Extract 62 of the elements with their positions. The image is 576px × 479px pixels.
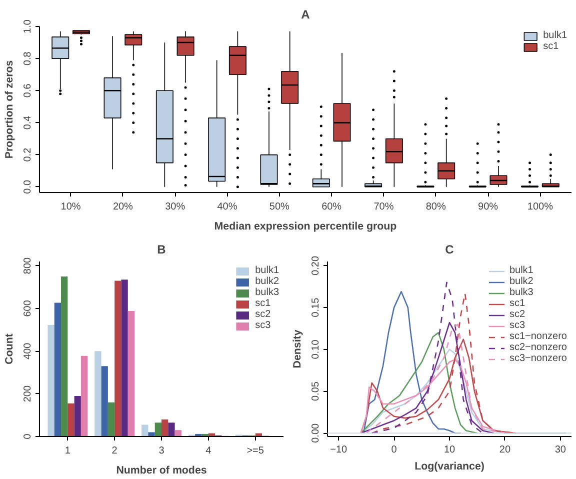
x-axis-title: Number of modes [116,464,207,476]
legend-label: bulk3 [509,287,534,298]
legend-label: bulk2 [509,276,534,287]
y-tick-label: 200 [22,385,34,402]
x-tick-label: 3 [158,446,165,456]
x-tick-label: 10 [444,444,456,456]
x-axis-title: Log(variance) [414,460,485,472]
y-tick-label: 800 [22,256,34,274]
x-tick-label: 90% [478,202,498,212]
legend-label: bulk1 [509,265,534,276]
chart-title: B [157,242,166,256]
y-axis-title: Count [4,333,16,364]
y-tick-label: 1.0 [22,19,34,34]
x-tick-label: 100% [527,202,554,212]
legend-label: bulk3 [255,287,279,298]
x-tick-label: 0 [391,444,398,456]
legend-label: sc3 [255,320,272,331]
legend-label: sc3 [509,320,526,331]
legend-label: sc2−nonzero [509,342,567,353]
y-tick-label: 600 [22,300,34,317]
y-tick-label: 0.20 [310,256,322,276]
x-tick-label: 20 [499,444,511,456]
x-tick-label: 1 [64,446,71,456]
x-tick-label: 30 [554,444,566,456]
x-axis-title: Median expression percentile group [214,220,398,232]
y-tick-label: 0.4 [22,115,34,130]
y-tick-label: 0.2 [22,147,34,162]
legend-label: bulk1 [543,30,567,41]
y-tick-label: 0.15 [310,297,322,318]
x-tick-label: 50% [269,202,290,212]
x-tick-label: >=5 [246,446,264,456]
chart-title: A [301,8,310,22]
y-axis-title: Proportion of zeros [4,60,16,159]
legend-label: sc2 [509,309,526,320]
legend-label: bulk2 [255,276,279,287]
x-tick-label: 60% [322,202,342,212]
x-tick-label: 20% [112,202,134,212]
legend-label: sc3−nonzero [509,353,567,364]
legend-label: sc1 [543,41,560,52]
legend-label: sc1 [255,298,272,309]
y-tick-label: 0.6 [22,83,34,98]
chart-title: C [445,242,454,256]
x-tick-label: 40% [217,202,238,212]
legend-label: bulk1 [255,265,279,276]
y-tick-label: 0.10 [310,339,322,360]
x-tick-label: 10% [60,202,81,212]
y-tick-label: 0.0 [22,179,34,194]
y-axis-title: Density [292,330,304,368]
x-tick-label: 80% [426,202,446,212]
legend-label: sc1−nonzero [509,331,567,342]
x-tick-label: 4 [206,446,212,456]
x-tick-label: 70% [374,202,394,212]
legend-label: sc1 [509,298,526,309]
y-tick-label: 0 [22,433,34,440]
y-tick-label: 0.8 [22,51,34,66]
y-tick-label: 0.05 [310,381,322,402]
x-tick-label: 30% [165,202,186,212]
y-tick-label: 0.00 [310,422,322,443]
y-tick-label: 400 [22,342,34,360]
x-tick-label: −10 [330,444,348,456]
legend-label: sc2 [255,309,272,320]
x-tick-label: 2 [112,446,118,456]
